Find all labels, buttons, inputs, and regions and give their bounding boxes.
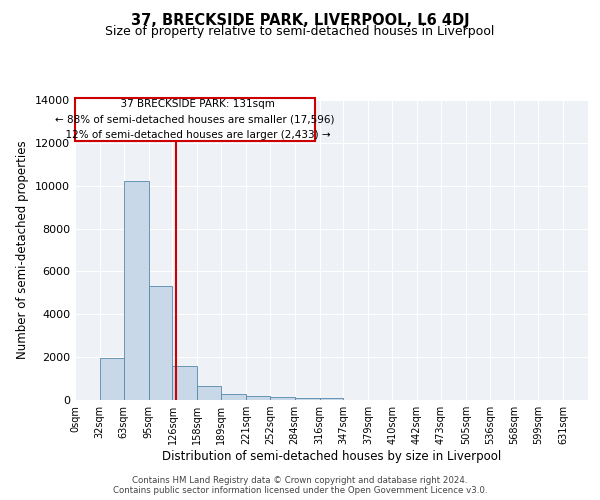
Text: Size of property relative to semi-detached houses in Liverpool: Size of property relative to semi-detach… <box>106 25 494 38</box>
Bar <box>320 398 343 400</box>
Text: 37, BRECKSIDE PARK, LIVERPOOL, L6 4DJ: 37, BRECKSIDE PARK, LIVERPOOL, L6 4DJ <box>131 12 469 28</box>
Bar <box>124 182 149 400</box>
Text: 37 BRECKSIDE PARK: 131sqm
← 88% of semi-detached houses are smaller (17,596)
  1: 37 BRECKSIDE PARK: 131sqm ← 88% of semi-… <box>55 98 335 140</box>
Bar <box>197 386 221 400</box>
Text: Contains HM Land Registry data © Crown copyright and database right 2024.: Contains HM Land Registry data © Crown c… <box>132 476 468 485</box>
Y-axis label: Number of semi-detached properties: Number of semi-detached properties <box>16 140 29 360</box>
Bar <box>221 394 246 400</box>
Bar <box>100 358 124 400</box>
Bar <box>246 396 270 400</box>
Bar <box>172 366 197 400</box>
Bar <box>149 286 172 400</box>
Bar <box>270 397 295 400</box>
FancyBboxPatch shape <box>75 98 315 140</box>
X-axis label: Distribution of semi-detached houses by size in Liverpool: Distribution of semi-detached houses by … <box>162 450 501 463</box>
Bar <box>295 398 320 400</box>
Text: Contains public sector information licensed under the Open Government Licence v3: Contains public sector information licen… <box>113 486 487 495</box>
